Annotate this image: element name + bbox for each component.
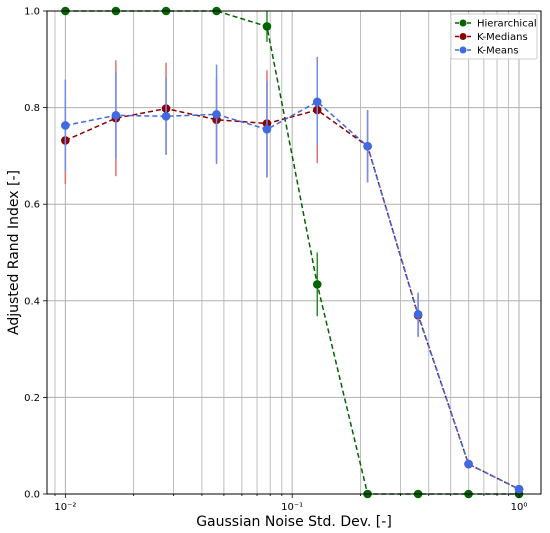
data-point xyxy=(262,22,272,31)
legend-box xyxy=(450,13,538,60)
x-tick-label: 10⁻¹ xyxy=(281,502,303,513)
y-tick-label: 0.2 xyxy=(24,393,40,404)
y-tick-label: 0.6 xyxy=(24,200,40,211)
data-point xyxy=(212,110,221,119)
y-axis-label: Adjusted Rand Index [-] xyxy=(6,170,22,335)
legend-item-hierarchical: Hierarchical xyxy=(455,19,537,30)
y-tick-label: 1.0 xyxy=(24,7,40,18)
legend-item-k-means: K-Means xyxy=(455,46,519,57)
legend-marker xyxy=(459,19,467,27)
legend-label: K-Means xyxy=(477,46,519,57)
legend-item-k-medians: K-Medians xyxy=(455,32,528,43)
legend-marker xyxy=(459,33,467,40)
legend: Hierarchical K-Medians K-Means xyxy=(450,13,538,60)
x-tick-label: 10⁰ xyxy=(511,502,528,513)
data-point xyxy=(111,111,121,120)
legend-label: K-Medians xyxy=(477,32,528,43)
data-point xyxy=(161,111,171,121)
data-point xyxy=(363,141,372,151)
y-tick-label: 0.4 xyxy=(24,296,40,307)
data-point xyxy=(61,121,70,130)
plot-frame xyxy=(46,10,542,495)
data-point xyxy=(262,125,272,134)
y-tick-label: 0.8 xyxy=(24,103,40,114)
data-point xyxy=(413,310,423,319)
axis-ticks: 0.0 0.2 0.4 0.6 0.8 1.0 10⁻² 10⁻¹ 10⁰ xyxy=(24,7,527,514)
x-tick-label: 10⁻² xyxy=(54,502,76,513)
data-point xyxy=(312,280,322,289)
legend-label: Hierarchical xyxy=(477,19,537,30)
series-k-means xyxy=(61,58,524,494)
y-tick-label: 0.0 xyxy=(24,490,40,501)
grid xyxy=(47,10,541,495)
series-line xyxy=(65,100,520,490)
data-point xyxy=(464,459,473,469)
data-point xyxy=(514,484,524,494)
data-point xyxy=(312,97,322,107)
legend-marker xyxy=(459,46,467,54)
x-axis-label: Gaussian Noise Std. Dev. [-] xyxy=(196,514,392,530)
